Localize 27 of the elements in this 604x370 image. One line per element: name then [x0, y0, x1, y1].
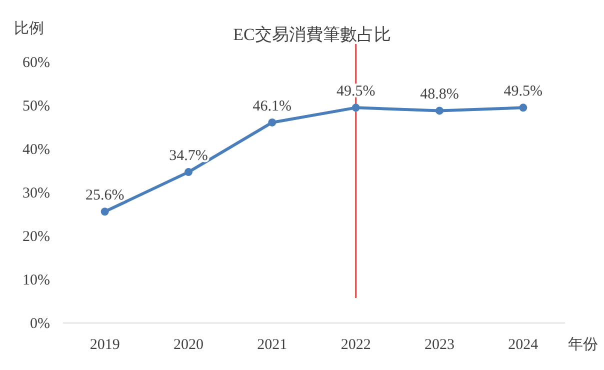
data-label: 46.1%	[252, 98, 292, 114]
x-tick-label: 2023	[424, 337, 454, 353]
chart-title: EC交易消費筆數占比	[233, 25, 391, 44]
data-label: 49.5%	[504, 84, 543, 100]
point	[268, 118, 276, 126]
y-tick-label: 60%	[22, 55, 50, 71]
y-tick-label: 50%	[22, 98, 50, 114]
point	[100, 208, 109, 216]
y-tick-label: 0%	[30, 316, 50, 332]
x-tick-label: 2020	[174, 337, 204, 353]
point	[184, 168, 192, 176]
x-tick-label: 2021	[257, 337, 288, 353]
x-tick-label: 2019	[90, 337, 120, 353]
y-tick-label: 20%	[22, 229, 50, 245]
x-tick-label: 2024	[508, 337, 539, 353]
data-label: 48.8%	[420, 86, 459, 103]
y-tick-label: 30%	[22, 186, 50, 202]
x-tick-label: 2022	[340, 337, 371, 353]
y-tick-label: 40%	[22, 142, 50, 158]
data-label: 25.6%	[85, 188, 124, 204]
x-axis-title: 年份	[568, 336, 598, 353]
data-label: 34.7%	[169, 148, 208, 164]
point	[519, 104, 528, 112]
y-tick-label: 10%	[22, 272, 50, 288]
y-axis-title: 比例	[14, 20, 44, 37]
point	[352, 104, 360, 112]
point	[436, 106, 444, 115]
